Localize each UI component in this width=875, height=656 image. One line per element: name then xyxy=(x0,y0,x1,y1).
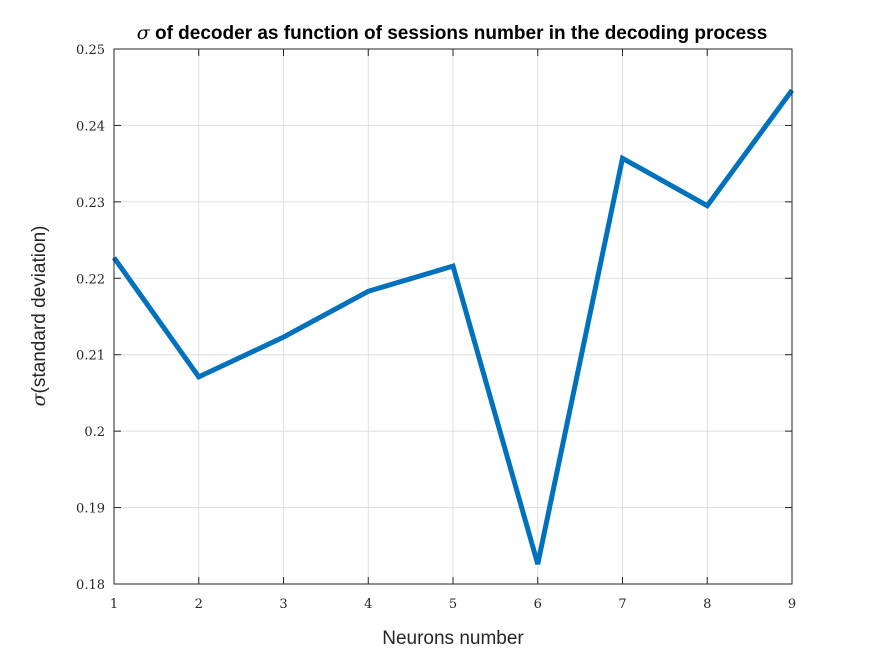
x-tick-label: 5 xyxy=(449,597,457,612)
y-axis-label-text: (standard deviation) xyxy=(29,226,50,394)
tick-marks xyxy=(113,48,793,585)
y-tick-label: 0.19 xyxy=(76,502,105,517)
title-sigma-symbol: σ xyxy=(137,22,151,44)
y-axis-label: σ(standard deviation) xyxy=(28,226,50,407)
y-tick-label: 0.24 xyxy=(76,119,105,134)
x-tick-label: 7 xyxy=(618,597,626,612)
y-tick-label: 0.18 xyxy=(76,578,105,593)
x-tick-label: 9 xyxy=(788,597,796,612)
x-tick-label: 8 xyxy=(703,597,711,612)
y-axis-label-sigma-symbol: σ xyxy=(28,392,50,406)
x-tick-label: 2 xyxy=(195,597,203,612)
y-tick-label: 0.22 xyxy=(76,272,105,287)
y-tick-label: 0.21 xyxy=(76,349,105,364)
x-tick-label: 1 xyxy=(110,597,118,612)
x-tick-labels: 1 2 3 4 5 6 7 8 9 xyxy=(110,597,796,612)
x-tick-label: 4 xyxy=(364,597,372,612)
y-tick-label: 0.25 xyxy=(76,43,105,58)
y-tick-label: 0.23 xyxy=(76,196,105,211)
chart-title: σ of decoder as function of sessions num… xyxy=(137,22,768,44)
grid-lines xyxy=(114,49,792,584)
x-tick-label: 3 xyxy=(279,597,287,612)
x-axis-label: Neurons number xyxy=(382,628,524,649)
series-group xyxy=(111,88,795,565)
y-tick-labels: 0.18 0.19 0.2 0.21 0.22 0.23 0.24 0.25 xyxy=(76,43,105,593)
x-tick-label: 6 xyxy=(534,597,542,612)
y-tick-label: 0.2 xyxy=(84,425,105,440)
title-text: of decoder as function of sessions numbe… xyxy=(150,23,768,44)
